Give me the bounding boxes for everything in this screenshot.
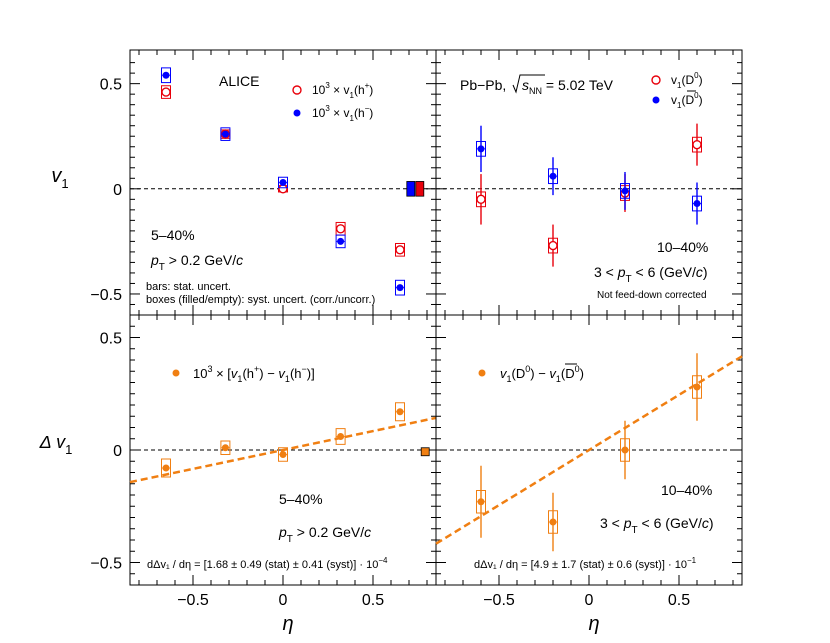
legend-marker-d0 <box>651 75 661 85</box>
alice-label: ALICE <box>219 73 259 89</box>
y-axis-label-bottom: Δ v1 <box>39 432 73 457</box>
legend-label-d0: v1(D0) <box>671 71 703 90</box>
bottom-left-ytick-label: 0 <box>113 443 122 460</box>
bottom-left-point-filled <box>396 408 404 416</box>
sqrt-symbol <box>512 74 545 94</box>
svg-text:Pb−Pb,: Pb−Pb, <box>460 77 506 93</box>
top-left-point-filled <box>396 284 404 292</box>
pt-range-top-right: 3 < pT < 6 (GeV/c) <box>594 264 708 285</box>
top-right-point-filled <box>693 200 701 208</box>
legend-marker-hplus <box>292 85 302 95</box>
bottom-right-xtick-label: 0.5 <box>668 592 690 609</box>
bottom-left-ytick-label: 0.5 <box>100 331 122 348</box>
slope-bottom-right: dΔv₁ / dη = [4.9 ± 1.7 (stat) ± 0.6 (sys… <box>474 556 697 571</box>
legend-top-right: v1(D0) v1(D0) <box>651 71 703 110</box>
svg-text:sNN = 5.02 TeV: sNN = 5.02 TeV <box>522 77 614 96</box>
bottom-right-fit-line <box>435 355 743 545</box>
top-left-corr-syst-box <box>406 181 416 197</box>
centrality-bottom-right: 10–40% <box>661 482 712 498</box>
top-right-point-filled <box>549 172 557 180</box>
legend-bottom-left: 103 × [v1(h+) − v1(h−)] <box>172 364 315 384</box>
bottom-left-point-filled <box>162 464 170 472</box>
bottom-right-xtick-label: −0.5 <box>483 592 515 609</box>
bottom-left-point-filled <box>337 433 345 440</box>
feeddown-note: Not feed-down corrected <box>597 290 707 301</box>
top-left-point-filled <box>162 71 170 79</box>
top-left-point-filled <box>221 130 229 138</box>
top-left-point-open <box>278 184 288 194</box>
top-left-ytick-label: 0.5 <box>100 77 122 94</box>
slope-bottom-left: dΔv₁ / dη = [1.68 ± 0.49 (stat) ± 0.41 (… <box>147 556 388 571</box>
bottom-right-point-filled <box>621 446 629 454</box>
centrality-top-right: 10–40% <box>657 239 708 255</box>
legend-marker-diff-h <box>172 369 180 377</box>
legend-marker-hminus <box>293 109 301 117</box>
legend-label-diff-h: 103 × [v1(h+) − v1(h−)] <box>193 364 315 384</box>
bottom-right-xtick-label: 0 <box>585 592 594 609</box>
top-left-point-open <box>161 87 171 97</box>
bars-note: bars: stat. uncert. <box>146 281 231 293</box>
legend-label-hminus: 103 × v1(h−) <box>312 104 373 123</box>
top-left-point-open <box>335 224 346 234</box>
pt-range-bottom-right: 3 < pT < 6 (GeV/c) <box>600 515 714 536</box>
top-left-point-filled <box>279 179 287 186</box>
bottom-left-point-filled <box>221 444 229 452</box>
legend-top-left: 103 × v1(h+) 103 × v1(h−) <box>292 81 373 123</box>
x-axis-label-left: η <box>282 613 293 635</box>
x-axis-label-right: η <box>588 613 599 635</box>
top-right-point-open <box>476 194 486 205</box>
collision-system-label: Pb−Pb, sNN = 5.02 TeV <box>460 74 614 96</box>
y-axis-label-top: v1 <box>51 165 68 191</box>
centrality-top-left: 5–40% <box>151 227 195 243</box>
pt-cut-top-left: pT > 0.2 GeV/c <box>150 252 243 273</box>
centrality-bottom-left: 5–40% <box>279 491 323 507</box>
top-left-point-filled <box>337 237 345 245</box>
bottom-left-xtick-label: 0 <box>279 592 288 609</box>
top-left-ytick-label: −0.5 <box>90 287 122 304</box>
legend-marker-dbar <box>652 96 660 104</box>
top-right-point-open <box>548 240 558 251</box>
legend-label-hplus: 103 × v1(h+) <box>312 81 373 100</box>
bottom-left-xtick-label: 0.5 <box>362 592 384 609</box>
bottom-left-xtick-label: −0.5 <box>177 592 209 609</box>
boxes-note: boxes (filled/empty): syst. uncert. (cor… <box>146 294 375 306</box>
panels-layer: −0.5 0 0.5 −0.5 0 0.5 −0.5 0 0.5 −0.5 0 0.5 <box>90 49 743 609</box>
legend-bottom-right: v1(D0) − v1(D0) <box>478 363 584 384</box>
bottom-left-point-filled <box>279 451 287 458</box>
top-right-point-open <box>692 139 702 150</box>
legend-label-diff-d: v1(D0) − v1(D0) <box>500 364 584 384</box>
top-left-point-open <box>395 245 405 255</box>
pt-cut-bottom-left: pT > 0.2 GeV/c <box>278 524 371 545</box>
legend-label-dbar: v1(D0) <box>671 91 703 110</box>
bottom-right-point-filled <box>693 383 701 391</box>
top-left-ytick-label: 0 <box>113 182 122 199</box>
bottom-left-corr-syst-box <box>420 447 430 457</box>
bottom-left-ytick-label: −0.5 <box>90 556 122 573</box>
bottom-left-fit-line <box>129 416 437 484</box>
top-right-point-filled <box>621 187 629 195</box>
bottom-right-point-filled <box>477 498 485 506</box>
bottom-right-point-filled <box>549 518 557 526</box>
top-left-corr-syst-box <box>415 181 425 197</box>
top-right-point-filled <box>477 145 485 153</box>
legend-marker-diff-d <box>478 369 486 377</box>
